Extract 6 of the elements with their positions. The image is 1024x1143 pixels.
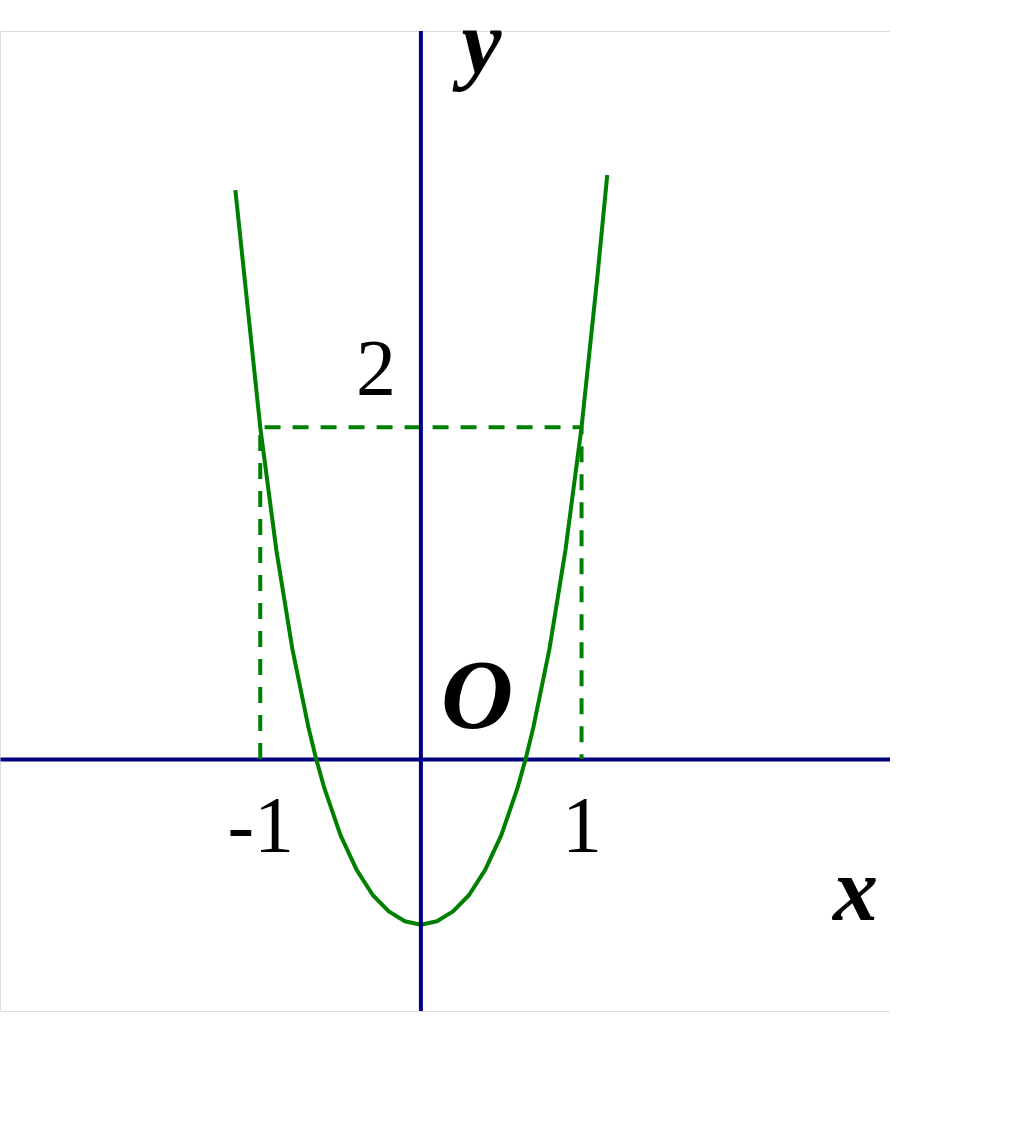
- x-tick-label: -1: [227, 781, 295, 870]
- x-tick-label: 1: [562, 781, 603, 870]
- annotation: 2: [355, 324, 396, 413]
- y-axis-title: y: [451, 0, 503, 92]
- x-axis-title: x: [831, 840, 878, 940]
- annotation: O: [440, 638, 514, 750]
